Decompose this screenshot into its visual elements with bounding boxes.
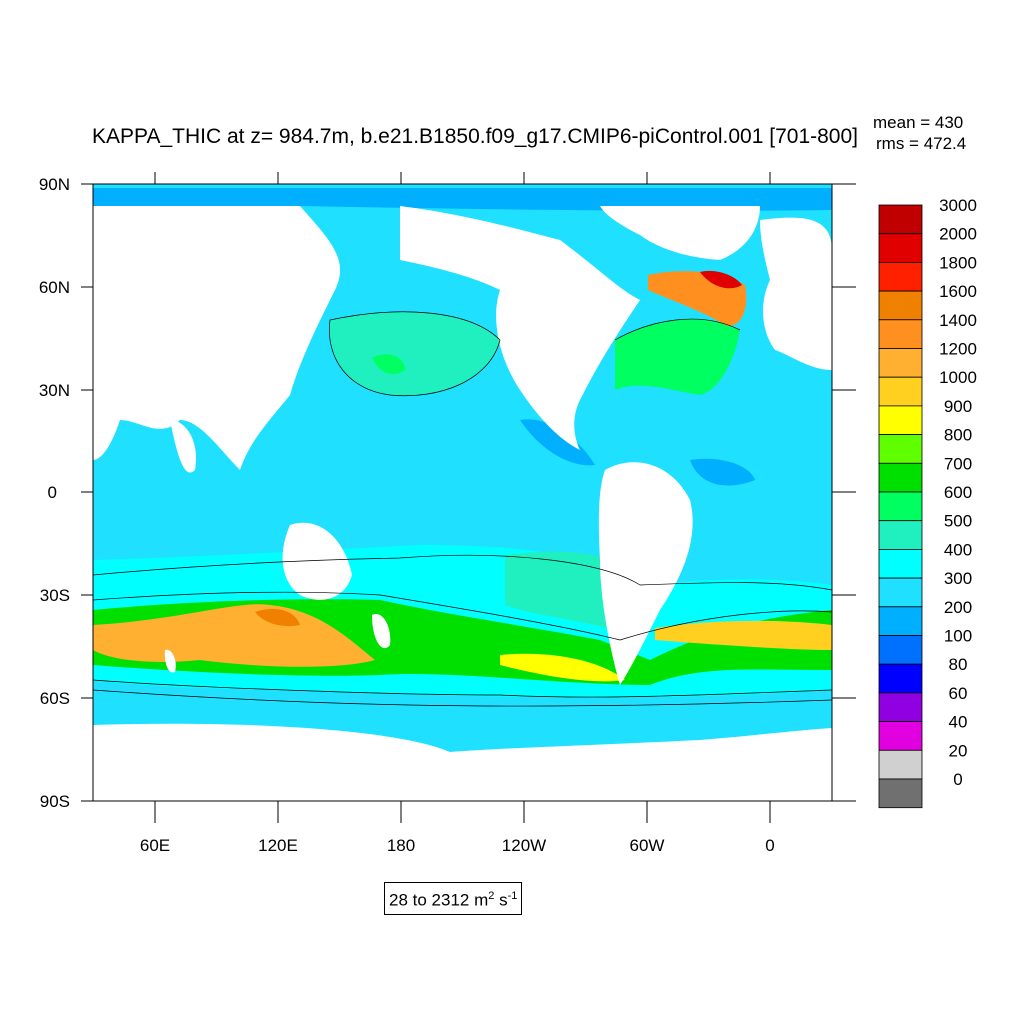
colorbar-label: 500 [944,512,972,531]
colorbar: 3000200018001600140012001000900800700600… [878,196,977,809]
colorbar-label: 60 [949,684,968,703]
colorbar-swatch [878,577,923,608]
colorbar-label: 1200 [939,340,977,359]
colorbar-swatch [878,721,923,751]
lat-label-30s: 30S [40,586,70,605]
colorbar-label: 2000 [939,225,977,244]
land-australia [282,522,352,600]
lat-label-90s: 90S [40,792,70,811]
lat-label-30n: 30N [39,381,70,400]
subpolar-peak [700,270,742,289]
land-south-america [598,462,693,685]
lon-label-0: 0 [765,836,774,855]
colorbar-swatch [878,520,923,550]
land-madagascar [164,649,176,673]
land-eurasia-africa [93,206,341,470]
colorbar-label: 1600 [939,282,977,301]
colorbar-label: 1000 [939,368,977,387]
colorbar-swatch [878,290,923,321]
colorbar-label: 300 [944,569,972,588]
colorbar-swatch [878,405,923,435]
range-sup-1: 2 [488,890,495,902]
colorbar-swatch [878,233,923,263]
rms-stat: rms = 472.4 [876,134,967,153]
lat-label-90n: 90N [39,175,70,194]
east-pacific-low [520,419,595,466]
colorbar-swatch [878,606,923,636]
lat-label-0: 0 [48,483,57,502]
lat-ticks [81,183,856,802]
arctic-low [93,188,832,211]
mean-stat: mean = 430 [873,113,964,132]
land-india [170,420,196,473]
lat-label-60s: 60S [40,689,70,708]
lat-label-60n: 60N [39,278,70,297]
land-north-america [400,206,640,450]
colorbar-swatch [878,319,923,349]
colorbar-label: 40 [949,713,968,732]
colorbar-swatch [878,261,923,292]
colorbar-label: 1400 [939,311,977,330]
colorbar-swatch [878,635,923,665]
gulf-stream [615,319,740,395]
colorbar-swatch [878,778,923,809]
southern-band-core [93,604,375,667]
lon-label-60w: 60W [630,836,665,855]
range-text: 28 to 2312 m [389,890,489,910]
colorbar-label: 800 [944,426,972,445]
lon-label-120e: 120E [258,836,298,855]
colorbar-swatch [878,376,923,407]
tasman-core [255,608,300,627]
colorbar-label: 600 [944,483,972,502]
lon-label-60e: 60E [140,836,170,855]
colorbar-swatch [878,491,923,522]
colorbar-label: 700 [944,454,972,473]
colorbar-label: 3000 [939,196,977,215]
colorbar-swatch [878,749,923,780]
map-field [93,184,832,801]
range-sup-2: -1 [507,890,518,902]
colorbar-swatch [878,663,923,694]
lon-label-180: 180 [387,836,415,855]
colorbar-label: 900 [944,397,972,416]
colorbar-swatch [878,434,923,464]
colorbar-label: 100 [944,627,972,646]
colorbar-swatch [878,692,923,723]
colorbar-swatch [878,549,923,579]
land [93,206,832,801]
colorbar-label: 0 [953,770,962,789]
equatorial-atlantic [690,458,755,486]
lon-label-120w: 120W [502,836,546,855]
colorbar-swatch [878,462,923,493]
colorbar-label: 400 [944,540,972,559]
colorbar-label: 80 [949,655,968,674]
range-label: 28 to 2312 m2 s-1 [384,882,523,915]
land-europe [760,217,832,370]
colorbar-swatch [878,348,923,378]
lon-ticks [154,172,771,823]
colorbar-swatch [878,204,923,235]
south-pacific-gyre [505,551,618,630]
contour-lines [93,311,832,707]
land-new-zealand [372,614,391,649]
range-mid: s [494,890,508,910]
land-greenland [600,206,760,260]
colorbar-label: 1800 [939,253,977,272]
map-title: KAPPA_THIC at z= 984.7m, b.e21.B1850.f09… [92,125,858,148]
indian-core [655,620,832,650]
atlantic-core [500,653,625,682]
north-pacific-center [329,311,500,396]
colorbar-label: 200 [944,598,972,617]
land-antarctica [93,723,832,801]
kuroshio [372,354,405,375]
colorbar-label: 20 [949,741,968,760]
